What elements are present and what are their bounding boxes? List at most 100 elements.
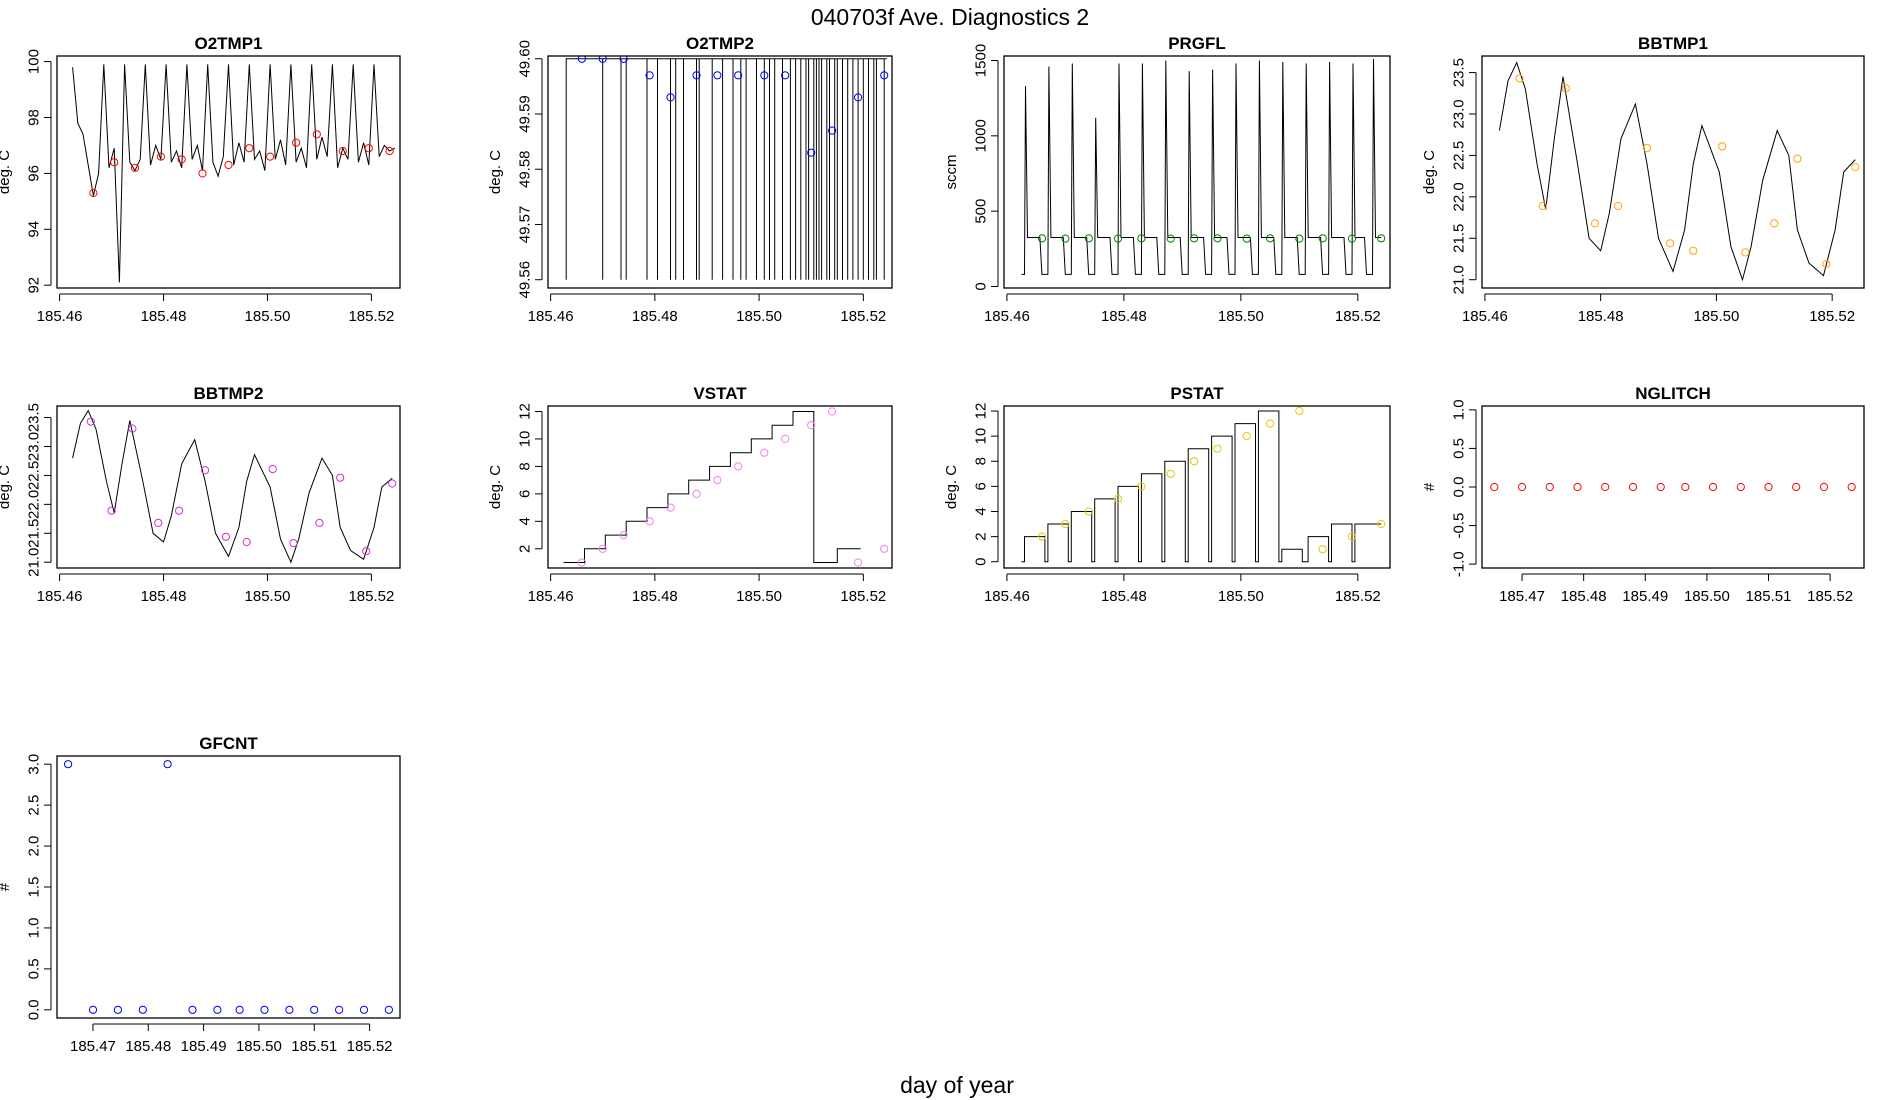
y-tick-label: 22.5 — [1451, 141, 1468, 170]
data-point — [1266, 234, 1275, 243]
y-tick-label: -1.0 — [1451, 551, 1468, 577]
y-tick-label: 96 — [26, 165, 43, 182]
y-tick-label: 21.5 — [26, 519, 43, 548]
panel-nglitch: NGLITCH #185.47 185.48 185.49 185.50 185.51 18… — [1421, 384, 1865, 605]
panel-title: NGLITCH — [1635, 384, 1711, 403]
x-tick-label: 185.50 — [245, 308, 291, 325]
y-tick-label: 49.60 — [517, 40, 534, 78]
series-line — [1498, 61, 1856, 282]
y-tick-label: 0.0 — [1451, 477, 1468, 498]
x-tick-label: 185.50 — [736, 308, 782, 325]
x-tick-label: 185.52 — [840, 588, 886, 605]
data-layer — [64, 760, 393, 1014]
data-point — [292, 138, 301, 147]
data-point — [1347, 532, 1357, 541]
y-tick-label: 21.5 — [1451, 224, 1468, 253]
y-tick-label: 10 — [517, 431, 534, 448]
data-point — [110, 158, 119, 167]
data-point — [760, 71, 769, 80]
y-tick-label: 49.57 — [517, 206, 534, 244]
x-tick-label: 185.46 — [528, 308, 574, 325]
x-tick-label: 185.47 — [70, 1038, 116, 1055]
series-line — [72, 409, 393, 564]
panel-o2tmp2: O2TMP2 deg. C 185.46 185.48 185.50 185.52 49.5… — [487, 34, 893, 325]
data-point — [1764, 482, 1773, 492]
x-tick-label: 185.52 — [840, 308, 886, 325]
x-tick-label: 185.49 — [181, 1038, 227, 1055]
data-point — [1642, 143, 1652, 153]
y-tick-label: 100 — [26, 49, 43, 74]
x-tick-label: 185.48 — [141, 588, 187, 605]
x-tick-label: 185.46 — [37, 308, 83, 325]
y-axis-label: deg. C — [487, 150, 504, 194]
data-point — [1266, 419, 1275, 428]
data-point — [619, 56, 628, 63]
data-point — [781, 71, 790, 80]
y-tick-label: 49.59 — [517, 95, 534, 133]
data-point — [1318, 234, 1327, 243]
data-point — [1037, 234, 1047, 243]
data-point — [1347, 234, 1357, 243]
x-tick-label: 185.50 — [236, 1038, 282, 1055]
data-point — [88, 1005, 98, 1014]
data-point — [1295, 406, 1304, 416]
series-line — [1021, 58, 1382, 275]
data-point — [362, 547, 371, 556]
data-point — [336, 473, 345, 482]
data-point — [1718, 142, 1727, 151]
plot-frame — [56, 55, 401, 289]
data-point — [163, 760, 172, 769]
y-tick-label: 0.0 — [26, 999, 43, 1020]
data-point — [854, 558, 863, 567]
x-axis-label: day of year — [900, 1072, 1014, 1098]
x-tick-label: 185.52 — [1335, 308, 1381, 325]
y-axis-label: deg. C — [0, 150, 13, 194]
data-point — [807, 148, 816, 157]
data-point — [1590, 219, 1600, 228]
panel-o2tmp1: O2TMP1 deg. C 185.46 185.48 185.50 185.52 92 94… — [0, 34, 401, 325]
panel-title: VSTAT — [693, 384, 747, 403]
x-tick-label: 185.48 — [141, 308, 187, 325]
data-point — [312, 130, 321, 139]
plot-frame — [1003, 405, 1391, 569]
y-tick-label: 1000 — [973, 119, 990, 152]
data-point — [1061, 234, 1070, 243]
data-point — [713, 476, 722, 485]
data-point — [1166, 234, 1175, 243]
panel-bbtmp2: BBTMP2 deg. C 185.46 185.48 185.50 185.52 21.0… — [0, 384, 401, 605]
data-point — [1190, 234, 1199, 243]
y-tick-label: 3.0 — [26, 754, 43, 775]
y-tick-label: 500 — [973, 199, 990, 224]
data-point — [1037, 532, 1047, 541]
x-tick-label: 185.50 — [1218, 308, 1264, 325]
data-point — [335, 1005, 344, 1014]
x-tick-label: 185.48 — [632, 588, 678, 605]
data-point — [1666, 239, 1675, 248]
panel-title: BBTMP1 — [1638, 34, 1708, 53]
data-point — [1736, 482, 1745, 492]
data-point — [713, 71, 722, 80]
y-tick-label: 0 — [973, 558, 990, 566]
data-point — [1490, 482, 1499, 492]
data-layer — [72, 409, 397, 564]
data-point — [1084, 507, 1093, 516]
y-tick-label: 49.58 — [517, 150, 534, 188]
data-point — [828, 126, 837, 135]
x-tick-label: 185.50 — [1684, 588, 1730, 605]
series-line — [563, 411, 861, 563]
data-point — [1515, 74, 1524, 83]
data-point — [1822, 259, 1831, 269]
y-tick-label: -0.5 — [1451, 513, 1468, 539]
data-point — [64, 760, 73, 769]
data-point — [128, 424, 137, 433]
data-point — [364, 144, 373, 153]
data-point — [113, 1005, 123, 1014]
y-tick-label: 6 — [973, 482, 990, 490]
x-tick-label: 185.46 — [984, 308, 1030, 325]
y-tick-label: 23.5 — [1451, 58, 1468, 87]
plot-frame — [547, 55, 893, 289]
x-tick-label: 185.51 — [1746, 588, 1792, 605]
x-tick-label: 185.50 — [1218, 588, 1264, 605]
data-point — [245, 144, 254, 153]
